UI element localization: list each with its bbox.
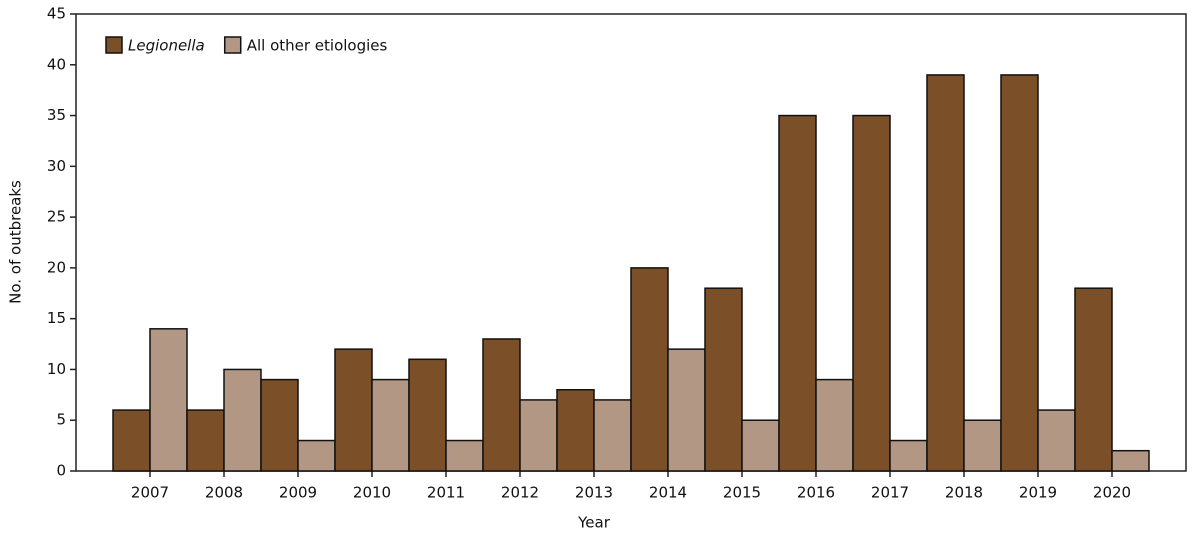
x-tick-label: 2013 [575, 484, 613, 502]
y-tick-label: 30 [47, 157, 66, 175]
bar [186, 409, 225, 472]
x-tick-label: 2010 [353, 484, 391, 502]
legend-swatch [105, 36, 123, 54]
bar [519, 399, 558, 472]
y-tick-label: 15 [47, 309, 66, 327]
y-axis-title: No. of outbreaks [7, 180, 25, 304]
y-tick-label: 20 [47, 258, 66, 276]
x-tick-label: 2011 [427, 484, 465, 502]
y-tick-label: 35 [47, 106, 66, 124]
bar [297, 439, 336, 472]
x-tick-label: 2015 [723, 484, 761, 502]
legend-label: All other etiologies [247, 37, 388, 55]
x-tick-label: 2008 [205, 484, 243, 502]
x-tick-label: 2014 [649, 484, 687, 502]
x-tick-label: 2016 [797, 484, 835, 502]
bar [593, 399, 632, 472]
bar [1000, 74, 1039, 472]
bar [815, 378, 854, 472]
y-tick-label: 45 [47, 5, 66, 23]
bar [556, 389, 595, 472]
legend-label: Legionella [128, 37, 205, 55]
bar [149, 328, 188, 472]
bar [223, 368, 262, 472]
x-tick-label: 2019 [1019, 484, 1057, 502]
bar [112, 409, 151, 472]
x-tick-label: 2009 [279, 484, 317, 502]
bar [334, 348, 373, 472]
x-tick-label: 2018 [945, 484, 983, 502]
bar [963, 419, 1002, 472]
y-tick-label: 0 [56, 462, 66, 480]
bar [741, 419, 780, 472]
bar [260, 378, 299, 472]
x-tick-label: 2017 [871, 484, 909, 502]
bar [1111, 449, 1150, 472]
x-tick-label: 2007 [131, 484, 169, 502]
bar [778, 114, 817, 472]
bar [667, 348, 706, 472]
bar [1037, 409, 1076, 472]
bar [926, 74, 965, 472]
y-tick-label: 10 [47, 360, 66, 378]
bar [1074, 287, 1113, 472]
bar [889, 439, 928, 472]
bar [408, 358, 447, 472]
legend-swatch [223, 36, 242, 54]
y-tick-label: 5 [56, 411, 66, 429]
bar [852, 114, 891, 472]
bar [630, 267, 669, 472]
y-tick-label: 25 [47, 208, 66, 226]
x-axis-title: Year [577, 514, 611, 532]
x-tick-label: 2012 [501, 484, 539, 502]
x-tick-label: 2020 [1093, 484, 1131, 502]
bar [445, 439, 484, 472]
bar [704, 287, 743, 472]
y-tick-label: 40 [47, 55, 66, 73]
bar [371, 378, 410, 472]
bar [482, 338, 521, 472]
